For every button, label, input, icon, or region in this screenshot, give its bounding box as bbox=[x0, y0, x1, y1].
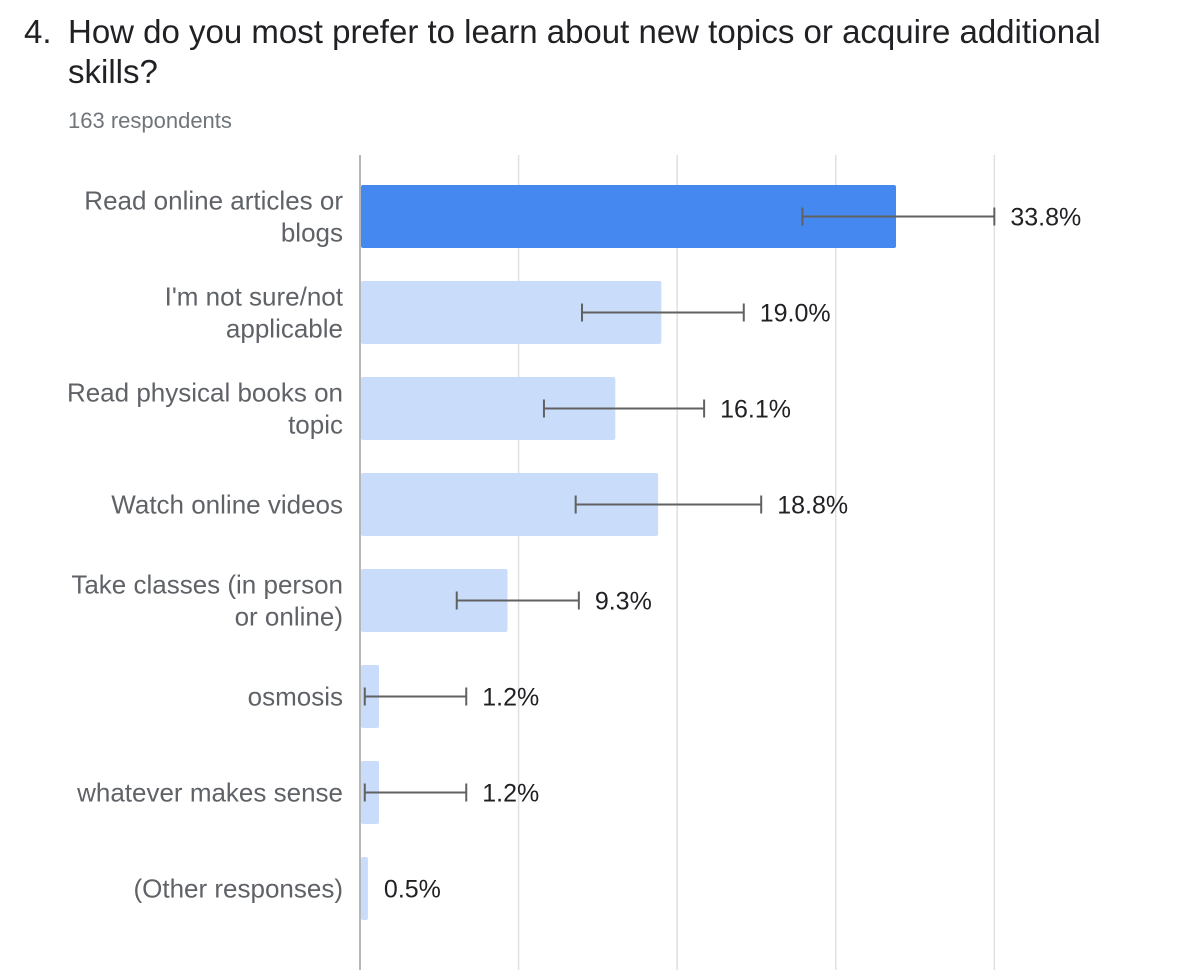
category-label: Read online articles or bbox=[84, 186, 343, 216]
category-label: osmosis bbox=[248, 682, 343, 712]
category-label: Read physical books on bbox=[67, 378, 343, 408]
bar bbox=[361, 281, 662, 344]
value-label: 9.3% bbox=[595, 588, 652, 616]
category-label: Watch online videos bbox=[111, 490, 343, 520]
category-label: (Other responses) bbox=[133, 874, 343, 904]
value-label: 19.0% bbox=[760, 300, 831, 328]
category-label: applicable bbox=[226, 314, 343, 344]
category-label: topic bbox=[288, 410, 343, 440]
value-label: 33.8% bbox=[1010, 204, 1081, 232]
bar bbox=[361, 185, 896, 248]
value-label: 1.2% bbox=[482, 684, 539, 712]
bar bbox=[361, 473, 659, 536]
value-label: 1.2% bbox=[482, 780, 539, 808]
value-label: 0.5% bbox=[384, 876, 441, 904]
category-label: Take classes (in person bbox=[71, 570, 343, 600]
category-label: or online) bbox=[235, 602, 343, 632]
category-label: I'm not sure/not bbox=[165, 282, 344, 312]
value-label: 16.1% bbox=[720, 396, 791, 424]
category-label: blogs bbox=[281, 218, 343, 248]
respondent-count: 163 respondents bbox=[68, 108, 232, 133]
value-label: 18.8% bbox=[777, 492, 848, 520]
question-title: How do you most prefer to learn about ne… bbox=[68, 13, 1101, 90]
bar bbox=[361, 569, 508, 632]
bar bbox=[361, 377, 616, 440]
bar bbox=[361, 857, 368, 920]
question-number: 4. bbox=[24, 13, 52, 50]
category-label: whatever makes sense bbox=[76, 778, 343, 808]
